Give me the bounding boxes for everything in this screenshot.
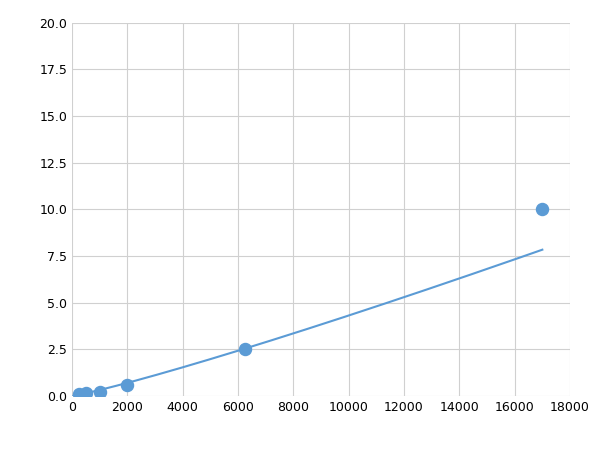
Point [81,390,91,397]
Point [74,391,84,398]
Point [95,389,104,396]
Point [538,206,547,213]
Point [240,346,250,353]
Point [122,381,132,388]
